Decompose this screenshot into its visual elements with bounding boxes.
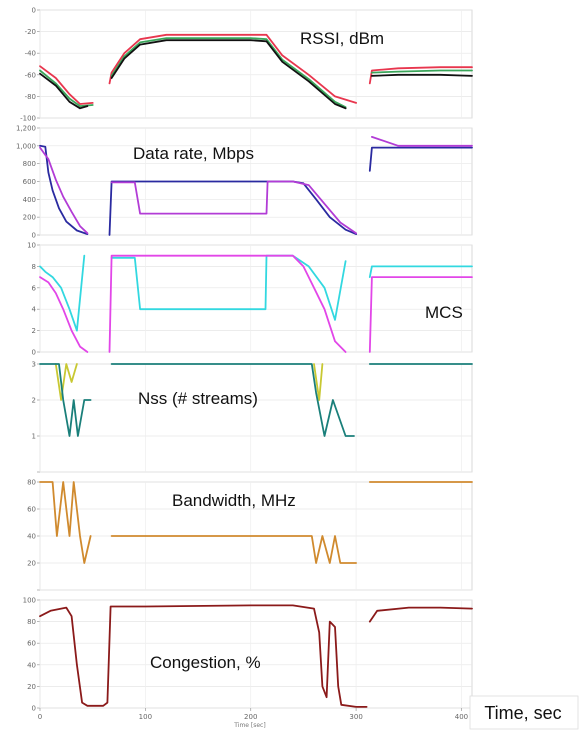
panel-title: MCS: [425, 303, 463, 322]
y-tick-label: 40: [27, 533, 36, 541]
y-tick-label: 6: [32, 284, 37, 292]
y-tick-label: -100: [20, 115, 36, 123]
series-line-cyan: [368, 265, 473, 279]
series-line-violet: [110, 180, 358, 235]
y-tick-label: 60: [27, 640, 36, 648]
plot-area: [39, 363, 473, 473]
series-line-orange: [39, 481, 92, 564]
series-line-magenta: [39, 276, 89, 353]
y-tick-label: 20: [27, 683, 36, 691]
y-tick-label: 1: [32, 433, 36, 441]
panel-title: Bandwidth, MHz: [172, 491, 296, 510]
plot-area: [39, 244, 473, 353]
plot-area: [39, 599, 473, 709]
series-line-green: [370, 69, 473, 74]
plot-area: [39, 9, 473, 119]
y-tick-label: 800: [23, 160, 36, 168]
panel-6: 0 20 40 60 80 100 Congestion, %: [23, 597, 473, 713]
series-line-teal: [39, 363, 92, 437]
series-line-navy: [368, 146, 473, 172]
series-line-magenta: [368, 276, 473, 353]
y-tick-label: 600: [23, 178, 36, 186]
panel-1: -100 -80 -60 -40 -20 0 RSSI, dBm: [20, 7, 473, 123]
series-line-violet: [39, 146, 89, 235]
y-tick-label: 40: [27, 661, 36, 669]
y-tick-label: 2: [32, 397, 36, 405]
x-tick-label: 300: [349, 713, 362, 721]
y-tick-label: 100: [23, 597, 36, 605]
y-tick-label: 60: [27, 506, 36, 514]
y-tick-label: 20: [27, 560, 36, 568]
y-tick-label: 0: [32, 349, 36, 357]
series-line-yellowgreen: [54, 363, 78, 401]
y-tick-label: 1,200: [16, 125, 36, 133]
y-tick-label: 8: [32, 263, 36, 271]
y-tick-label: -80: [25, 93, 36, 101]
series-line-teal: [110, 363, 355, 437]
y-tick-label: -20: [25, 28, 36, 36]
panel-title: Nss (# streams): [138, 389, 258, 408]
series-line-darkred: [368, 606, 473, 623]
time-label-box: [469, 695, 579, 730]
series-line-orange: [110, 535, 358, 564]
series-line-red: [39, 65, 94, 105]
time-label: Time, sec: [484, 703, 561, 723]
y-tick-label: 0: [32, 232, 36, 240]
series-line-green: [110, 37, 347, 109]
series-line-red: [108, 33, 358, 104]
series-line-navy: [39, 144, 89, 236]
y-tick-label: 3: [32, 361, 36, 369]
series-line-red: [368, 66, 473, 85]
y-tick-label: 0: [32, 705, 36, 713]
y-tick-label: 80: [27, 479, 36, 487]
x-tick-label: 200: [244, 713, 257, 721]
series-line-black: [370, 73, 473, 77]
y-tick-label: 200: [23, 214, 36, 222]
series-line-magenta: [108, 254, 347, 353]
panel-2: 0 200 400 600 800 1,000 1,200 Data rate, Mbps: [16, 125, 473, 240]
series-line-green: [39, 69, 94, 107]
y-tick-label: -60: [25, 71, 36, 79]
panel-3: 0 2 4 6 8 10 MCS: [27, 242, 473, 357]
x-tick-label: 0: [38, 713, 42, 721]
series-line-darkred: [39, 604, 368, 708]
panel-title: RSSI, dBm: [300, 29, 384, 48]
y-tick-label: 80: [27, 618, 36, 626]
panel-title: Data rate, Mbps: [133, 144, 254, 163]
y-tick-label: 1,000: [16, 142, 36, 150]
y-tick-label: -40: [25, 50, 36, 58]
panel-4: 1 2 3 Nss (# streams): [32, 361, 473, 473]
y-tick-label: 10: [27, 242, 36, 250]
panel-title: Congestion, %: [150, 653, 261, 672]
series-line-violet: [370, 135, 473, 147]
x-tick-label: 100: [139, 713, 152, 721]
panel-5: 20 40 60 80 Bandwidth, MHz: [27, 479, 473, 591]
y-tick-label: 4: [32, 306, 37, 314]
series-line-cyan: [39, 254, 86, 332]
x-axis-label: Time [sec]: [233, 722, 265, 729]
y-tick-label: 0: [32, 7, 36, 15]
y-tick-label: 400: [23, 196, 36, 204]
series-line-black: [39, 72, 89, 110]
series-line-cyan: [110, 254, 347, 321]
x-tick-label: 400: [455, 713, 468, 721]
series-line-yellowgreen: [313, 363, 324, 401]
series-line-black: [110, 39, 347, 110]
y-tick-label: 2: [32, 327, 36, 335]
